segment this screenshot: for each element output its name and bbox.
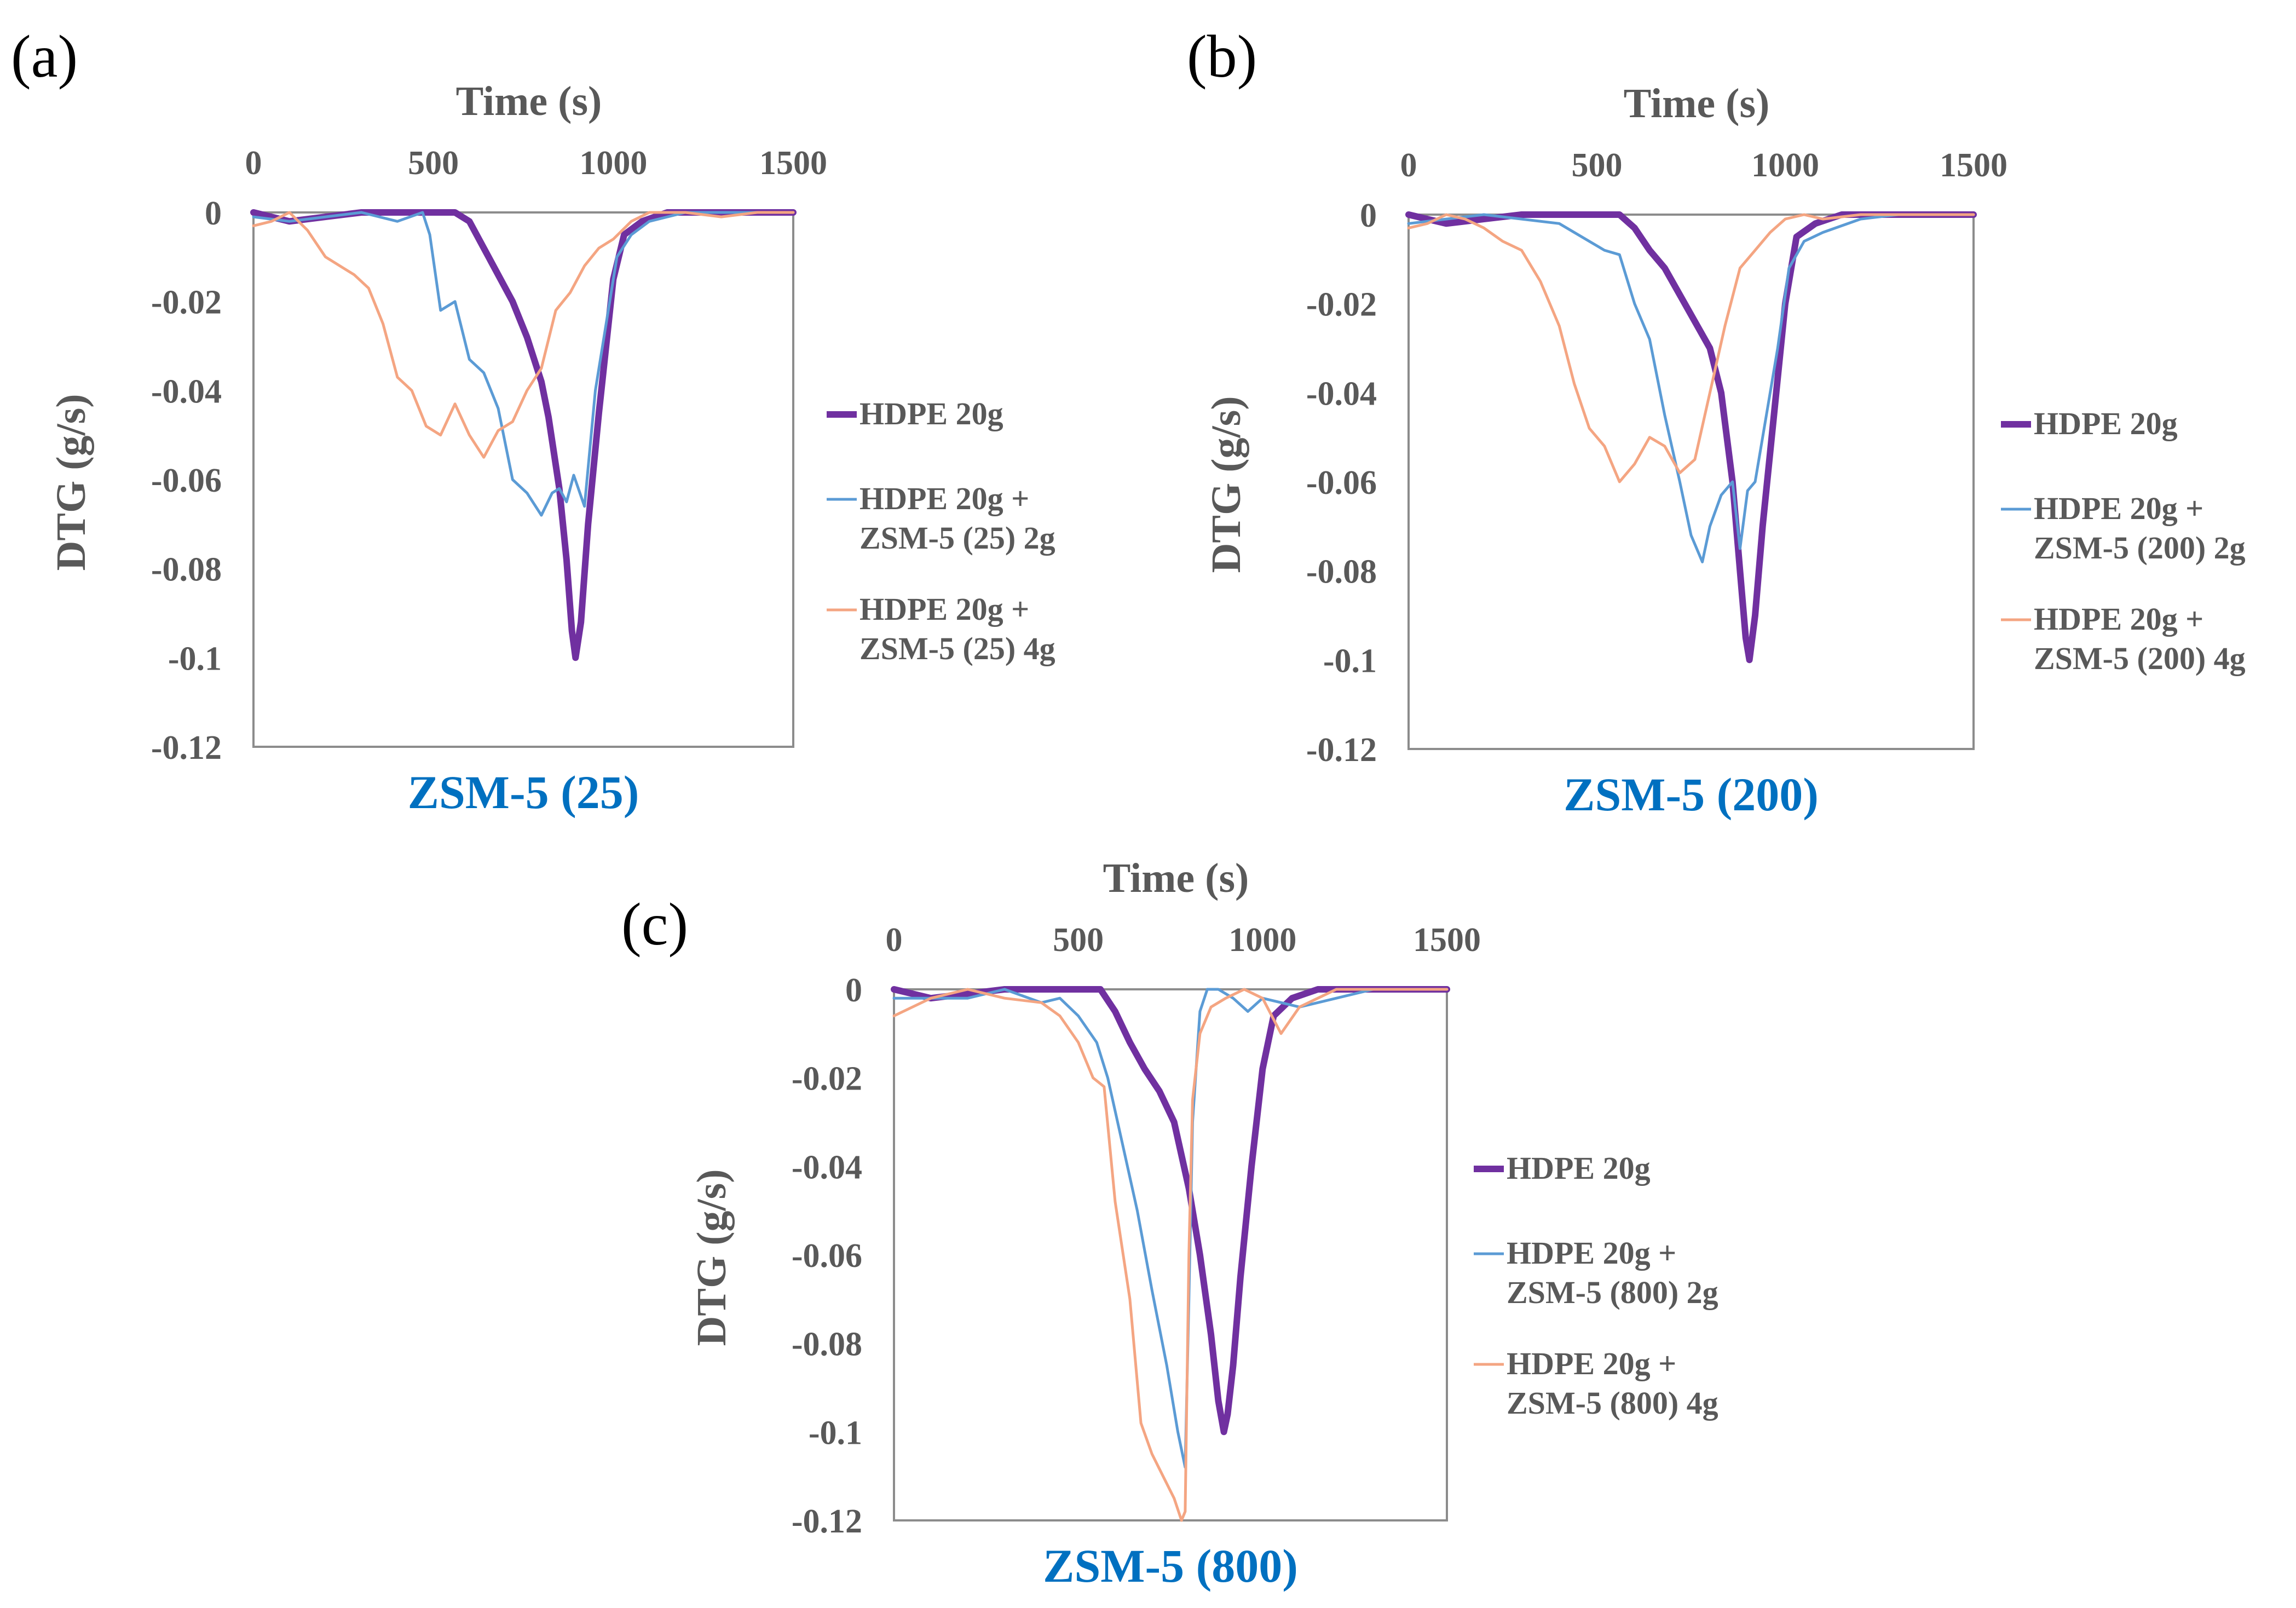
legend-label: HDPE 20g — [2034, 406, 2178, 441]
y-tick-label: -0.06 — [151, 462, 222, 499]
legend-item: HDPE 20g + ZSM-5 (800) 2g — [1474, 1235, 1718, 1310]
y-tick-label: -0.1 — [809, 1414, 862, 1451]
legend-item: HDPE 20g — [1474, 1150, 1651, 1186]
panel-title: ZSM-5 (200) — [1564, 768, 1819, 821]
plot-frame — [1407, 214, 1975, 750]
legend: HDPE 20g HDPE 20g + ZSM-5 (200) 2g HDPE 20g… — [2001, 406, 2246, 676]
y-tick-label: -0.1 — [168, 640, 222, 677]
y-tick-label: 0 — [1360, 197, 1377, 234]
legend-label: HDPE 20g + ZSM-5 (800) 4g — [1507, 1346, 1718, 1421]
panel-label: (a) — [11, 23, 78, 90]
x-tick-label: 500 — [408, 145, 459, 182]
legend-item: HDPE 20g + ZSM-5 (200) 2g — [2001, 491, 2246, 566]
legend-item: HDPE 20g — [827, 396, 1003, 431]
x-tick-label: 0 — [245, 145, 262, 182]
y-tick-label: -0.04 — [1306, 375, 1377, 412]
y-tick-label: -0.02 — [1306, 286, 1377, 324]
panel-title: ZSM-5 (25) — [408, 766, 639, 819]
y-tick-label: -0.02 — [792, 1061, 862, 1098]
series-line-3 — [1407, 213, 1975, 483]
y-tick-label: -0.08 — [151, 551, 222, 589]
x-tick-label: 500 — [1572, 147, 1623, 184]
x-tick-label: 1000 — [1751, 147, 1819, 184]
chart-panel-2: (b) Time (s) DTG (g/s) 0 500 1000 1500 0 -0.02 -0… — [1187, 23, 2246, 821]
y-tick-label: -0.12 — [792, 1503, 862, 1540]
legend: HDPE 20g HDPE 20g + ZSM-5 (800) 2g HDPE 20g… — [1474, 1150, 1718, 1421]
series-line-2 — [1407, 213, 1975, 563]
y-axis-title: DTG (g/s) — [48, 394, 94, 571]
legend-label: HDPE 20g + ZSM-5 (25) 2g — [859, 481, 1055, 556]
legend: HDPE 20g HDPE 20g + ZSM-5 (25) 2g HDPE 20g … — [827, 396, 1055, 666]
legend-label: HDPE 20g — [859, 396, 1003, 431]
x-tick-label: 1000 — [579, 145, 647, 182]
y-tick-label: -0.12 — [1306, 731, 1377, 769]
y-tick-label: 0 — [845, 972, 862, 1009]
x-tick-label: 1500 — [1413, 921, 1481, 959]
x-axis-title: Time (s) — [1624, 80, 1770, 126]
legend-item: HDPE 20g — [2001, 406, 2178, 441]
x-tick-label: 1500 — [759, 145, 827, 182]
series-line-2 — [252, 211, 795, 517]
y-axis-title: DTG (g/s) — [689, 1169, 735, 1346]
plot-frame — [893, 988, 1448, 1521]
y-tick-label: -0.04 — [792, 1149, 862, 1186]
x-tick-label: 500 — [1053, 921, 1104, 959]
y-tick-label: -0.08 — [1306, 554, 1377, 591]
y-axis-title: DTG (g/s) — [1203, 396, 1249, 573]
y-tick-label: -0.08 — [792, 1326, 862, 1363]
panel-title: ZSM-5 (800) — [1043, 1540, 1298, 1592]
legend-label: HDPE 20g — [1507, 1150, 1651, 1186]
series-line-1 — [250, 209, 797, 661]
x-tick-label: 1500 — [1940, 147, 2007, 184]
x-tick-label: 0 — [1400, 147, 1417, 184]
x-tick-label: 1000 — [1228, 921, 1296, 959]
y-tick-label: -0.02 — [151, 284, 222, 321]
x-axis-title: Time (s) — [1103, 855, 1249, 901]
plot-frame — [252, 211, 794, 748]
legend-item: HDPE 20g + ZSM-5 (200) 4g — [2001, 601, 2246, 676]
legend-label: HDPE 20g + ZSM-5 (25) 4g — [859, 591, 1055, 666]
panel-label: (c) — [621, 891, 688, 958]
series-line-1 — [891, 986, 1450, 1436]
legend-item: HDPE 20g + ZSM-5 (800) 4g — [1474, 1346, 1718, 1421]
legend-item: HDPE 20g + ZSM-5 (25) 4g — [827, 591, 1055, 666]
x-axis-title: Time (s) — [456, 78, 602, 124]
legend-label: HDPE 20g + ZSM-5 (800) 2g — [1507, 1235, 1718, 1310]
legend-label: HDPE 20g + ZSM-5 (200) 2g — [2034, 491, 2246, 566]
series-line-3 — [892, 988, 1449, 1522]
y-tick-label: -0.06 — [792, 1237, 862, 1275]
series-line-2 — [892, 988, 1449, 1469]
x-tick-label: 0 — [886, 921, 903, 959]
y-tick-label: -0.1 — [1323, 642, 1377, 679]
series-line-3 — [252, 211, 795, 459]
y-tick-label: -0.04 — [151, 373, 222, 410]
y-tick-label: -0.12 — [151, 729, 222, 766]
legend-label: HDPE 20g + ZSM-5 (200) 4g — [2034, 601, 2246, 676]
chart-panel-1: (a) Time (s) DTG (g/s) 0 500 1000 1500 0 -0.02 -0… — [11, 23, 1055, 819]
panel-label: (b) — [1187, 23, 1257, 90]
y-tick-label: -0.06 — [1306, 464, 1377, 502]
chart-panel-3: (c) Time (s) DTG (g/s) 0 500 1000 1500 0 -0.02 -0… — [621, 855, 1718, 1592]
legend-item: HDPE 20g + ZSM-5 (25) 2g — [827, 481, 1055, 556]
series-line-1 — [1405, 211, 1977, 664]
y-tick-label: 0 — [205, 195, 222, 232]
